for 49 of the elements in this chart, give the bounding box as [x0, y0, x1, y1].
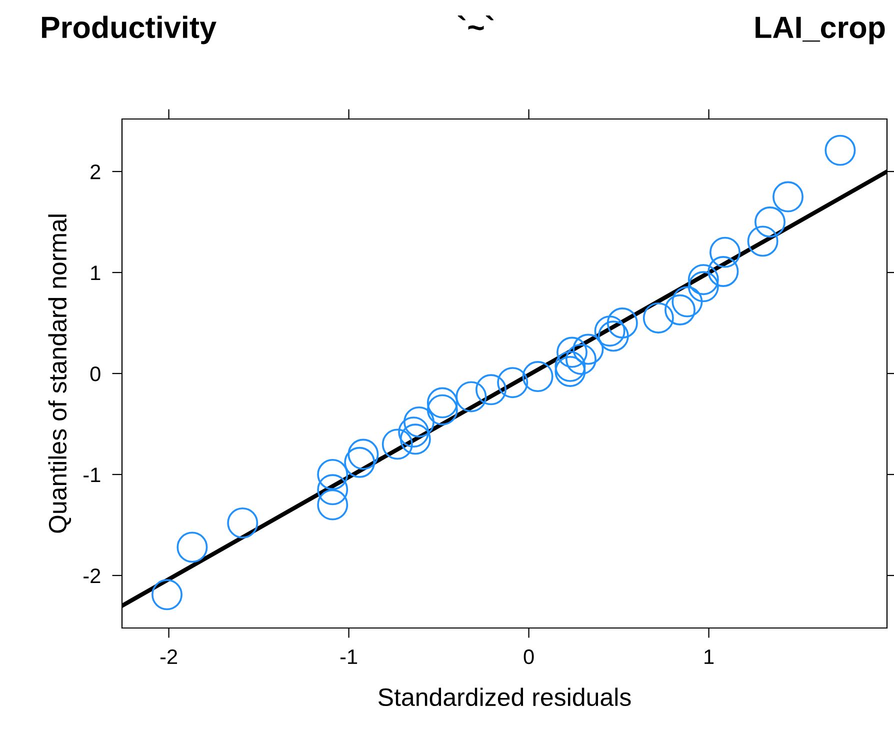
point	[426, 387, 458, 418]
x-tick-label: 1	[704, 650, 714, 664]
point	[672, 286, 703, 318]
y-tick-label: -1	[84, 468, 100, 482]
point	[594, 316, 626, 347]
point	[400, 424, 431, 455]
point	[497, 367, 528, 398]
point	[404, 406, 434, 438]
x-tick-label: -2	[160, 649, 178, 664]
point	[566, 344, 596, 375]
point	[572, 334, 604, 365]
point	[772, 181, 804, 212]
point	[642, 302, 674, 334]
point	[176, 532, 208, 563]
x-tick-label: 0	[524, 649, 534, 664]
point	[317, 459, 348, 490]
point	[556, 336, 588, 368]
point	[344, 446, 376, 478]
point	[688, 264, 719, 296]
x-tick-label: -1	[340, 650, 358, 664]
point	[522, 361, 554, 392]
point	[317, 474, 348, 506]
point	[317, 489, 348, 520]
point	[747, 226, 778, 257]
point	[606, 308, 638, 338]
point	[554, 350, 586, 382]
y-tick-label: -2	[84, 568, 100, 584]
point	[152, 579, 182, 610]
point	[824, 134, 856, 166]
y-tick-label: 2	[90, 164, 100, 180]
point	[456, 381, 487, 412]
y-axis-title: Quantiles of standard normal	[48, 214, 72, 533]
y-tick-label: 0	[90, 366, 100, 382]
point	[754, 206, 786, 238]
point	[554, 356, 586, 387]
point	[688, 271, 719, 302]
point	[426, 394, 458, 426]
point	[710, 236, 740, 268]
point	[398, 416, 430, 448]
point	[476, 374, 506, 406]
point	[382, 428, 413, 460]
y-tick-label: 1	[91, 266, 100, 280]
point	[708, 256, 739, 287]
point	[598, 320, 629, 352]
chart-title: Productivity `~` LAI_crop	[42, 15, 885, 44]
x-axis-title: Standardized residuals	[378, 688, 631, 706]
point	[227, 507, 258, 538]
point	[664, 294, 696, 326]
point	[348, 438, 379, 470]
